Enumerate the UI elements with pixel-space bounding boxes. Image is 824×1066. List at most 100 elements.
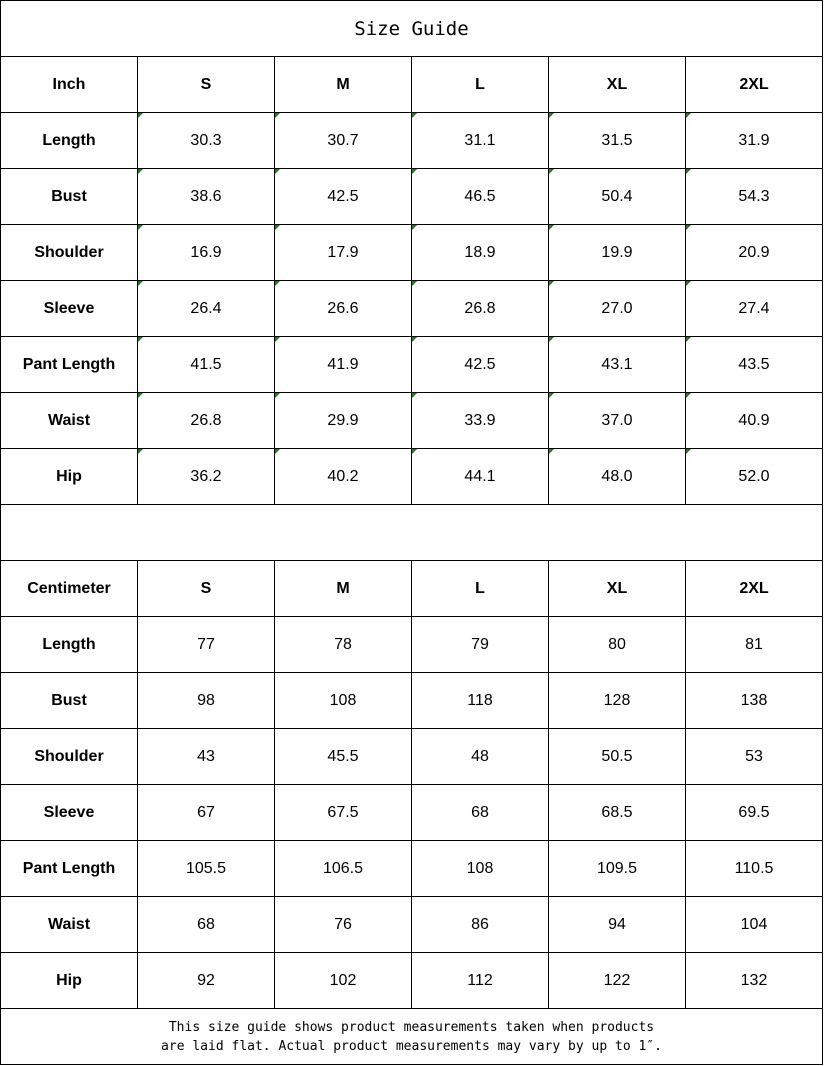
measurement-cell: 86 bbox=[411, 896, 548, 952]
measurement-cell: 122 bbox=[548, 952, 685, 1008]
measurement-cell: 41.9 bbox=[274, 336, 411, 392]
measurement-cell: 26.8 bbox=[137, 392, 274, 448]
measurement-cell: 108 bbox=[411, 840, 548, 896]
table-row: Bust 38.6 42.5 46.5 50.4 54.3 bbox=[0, 168, 823, 224]
row-label: Hip bbox=[0, 448, 137, 504]
row-label: Waist bbox=[0, 392, 137, 448]
row-label: Length bbox=[0, 112, 137, 168]
measurement-cell: 67.5 bbox=[274, 784, 411, 840]
measurement-cell: 105.5 bbox=[137, 840, 274, 896]
size-header-l: L bbox=[411, 56, 548, 112]
measurement-cell: 109.5 bbox=[548, 840, 685, 896]
size-header-m: M bbox=[274, 56, 411, 112]
measurement-cell: 76 bbox=[274, 896, 411, 952]
measurement-cell: 41.5 bbox=[137, 336, 274, 392]
size-header-m: M bbox=[274, 560, 411, 616]
measurement-cell: 37.0 bbox=[548, 392, 685, 448]
row-label: Pant Length bbox=[0, 336, 137, 392]
unit-header: Inch bbox=[0, 56, 137, 112]
measurement-cell: 68.5 bbox=[548, 784, 685, 840]
measurement-cell: 26.4 bbox=[137, 280, 274, 336]
measurement-cell: 33.9 bbox=[411, 392, 548, 448]
table-row: Shoulder 43 45.5 48 50.5 53 bbox=[0, 728, 823, 784]
table-row: Length 77 78 79 80 81 bbox=[0, 616, 823, 672]
table-row: Length 30.3 30.7 31.1 31.5 31.9 bbox=[0, 112, 823, 168]
measurement-cell: 40.9 bbox=[685, 392, 823, 448]
footer-line-2: are laid flat. Actual product measuremen… bbox=[161, 1038, 662, 1054]
size-header-s: S bbox=[137, 560, 274, 616]
size-header-xl: XL bbox=[548, 560, 685, 616]
measurement-cell: 46.5 bbox=[411, 168, 548, 224]
measurement-cell: 50.5 bbox=[548, 728, 685, 784]
row-label: Bust bbox=[0, 672, 137, 728]
table-row: Hip 36.2 40.2 44.1 48.0 52.0 bbox=[0, 448, 823, 504]
table-row: Sleeve 26.4 26.6 26.8 27.0 27.4 bbox=[0, 280, 823, 336]
measurement-cell: 27.4 bbox=[685, 280, 823, 336]
measurement-cell: 17.9 bbox=[274, 224, 411, 280]
table-row: Pant Length 41.5 41.9 42.5 43.1 43.5 bbox=[0, 336, 823, 392]
row-label: Waist bbox=[0, 896, 137, 952]
measurement-cell: 26.8 bbox=[411, 280, 548, 336]
row-label: Shoulder bbox=[0, 224, 137, 280]
measurement-cell: 54.3 bbox=[685, 168, 823, 224]
table-row: Hip 92 102 112 122 132 bbox=[0, 952, 823, 1008]
size-header-s: S bbox=[137, 56, 274, 112]
measurement-cell: 20.9 bbox=[685, 224, 823, 280]
measurement-cell: 118 bbox=[411, 672, 548, 728]
measurement-cell: 19.9 bbox=[548, 224, 685, 280]
measurement-cell: 30.3 bbox=[137, 112, 274, 168]
table-row: Waist 68 76 86 94 104 bbox=[0, 896, 823, 952]
measurement-cell: 38.6 bbox=[137, 168, 274, 224]
measurement-cell: 40.2 bbox=[274, 448, 411, 504]
size-header-2xl: 2XL bbox=[685, 560, 823, 616]
unit-header: Centimeter bbox=[0, 560, 137, 616]
measurement-cell: 48 bbox=[411, 728, 548, 784]
measurement-cell: 31.1 bbox=[411, 112, 548, 168]
size-header-2xl: 2XL bbox=[685, 56, 823, 112]
measurement-cell: 79 bbox=[411, 616, 548, 672]
measurement-cell: 48.0 bbox=[548, 448, 685, 504]
table-row: Waist 26.8 29.9 33.9 37.0 40.9 bbox=[0, 392, 823, 448]
table-row: Shoulder 16.9 17.9 18.9 19.9 20.9 bbox=[0, 224, 823, 280]
measurement-cell: 16.9 bbox=[137, 224, 274, 280]
measurement-cell: 110.5 bbox=[685, 840, 823, 896]
header-row: Inch S M L XL 2XL bbox=[0, 56, 823, 112]
page-title: Size Guide bbox=[0, 0, 823, 56]
table-row: Pant Length 105.5 106.5 108 109.5 110.5 bbox=[0, 840, 823, 896]
measurement-cell: 50.4 bbox=[548, 168, 685, 224]
row-label: Bust bbox=[0, 168, 137, 224]
row-label: Length bbox=[0, 616, 137, 672]
measurement-cell: 102 bbox=[274, 952, 411, 1008]
size-header-xl: XL bbox=[548, 56, 685, 112]
measurement-cell: 31.9 bbox=[685, 112, 823, 168]
measurement-cell: 29.9 bbox=[274, 392, 411, 448]
size-header-l: L bbox=[411, 560, 548, 616]
measurement-cell: 80 bbox=[548, 616, 685, 672]
measurement-cell: 98 bbox=[137, 672, 274, 728]
row-label: Sleeve bbox=[0, 280, 137, 336]
measurement-cell: 27.0 bbox=[548, 280, 685, 336]
row-label: Sleeve bbox=[0, 784, 137, 840]
measurement-cell: 68 bbox=[137, 896, 274, 952]
measurement-cell: 108 bbox=[274, 672, 411, 728]
measurement-cell: 128 bbox=[548, 672, 685, 728]
measurement-cell: 53 bbox=[685, 728, 823, 784]
row-label: Shoulder bbox=[0, 728, 137, 784]
measurement-cell: 43.1 bbox=[548, 336, 685, 392]
measurement-cell: 78 bbox=[274, 616, 411, 672]
measurement-cell: 36.2 bbox=[137, 448, 274, 504]
measurement-cell: 81 bbox=[685, 616, 823, 672]
measurement-cell: 26.6 bbox=[274, 280, 411, 336]
row-label: Pant Length bbox=[0, 840, 137, 896]
measurement-cell: 18.9 bbox=[411, 224, 548, 280]
measurement-cell: 45.5 bbox=[274, 728, 411, 784]
table-row: Sleeve 67 67.5 68 68.5 69.5 bbox=[0, 784, 823, 840]
table-spacer bbox=[0, 504, 823, 560]
measurement-cell: 106.5 bbox=[274, 840, 411, 896]
measurement-cell: 92 bbox=[137, 952, 274, 1008]
measurement-cell: 77 bbox=[137, 616, 274, 672]
measurement-cell: 138 bbox=[685, 672, 823, 728]
measurement-cell: 42.5 bbox=[274, 168, 411, 224]
measurement-cell: 52.0 bbox=[685, 448, 823, 504]
measurement-cell: 43 bbox=[137, 728, 274, 784]
